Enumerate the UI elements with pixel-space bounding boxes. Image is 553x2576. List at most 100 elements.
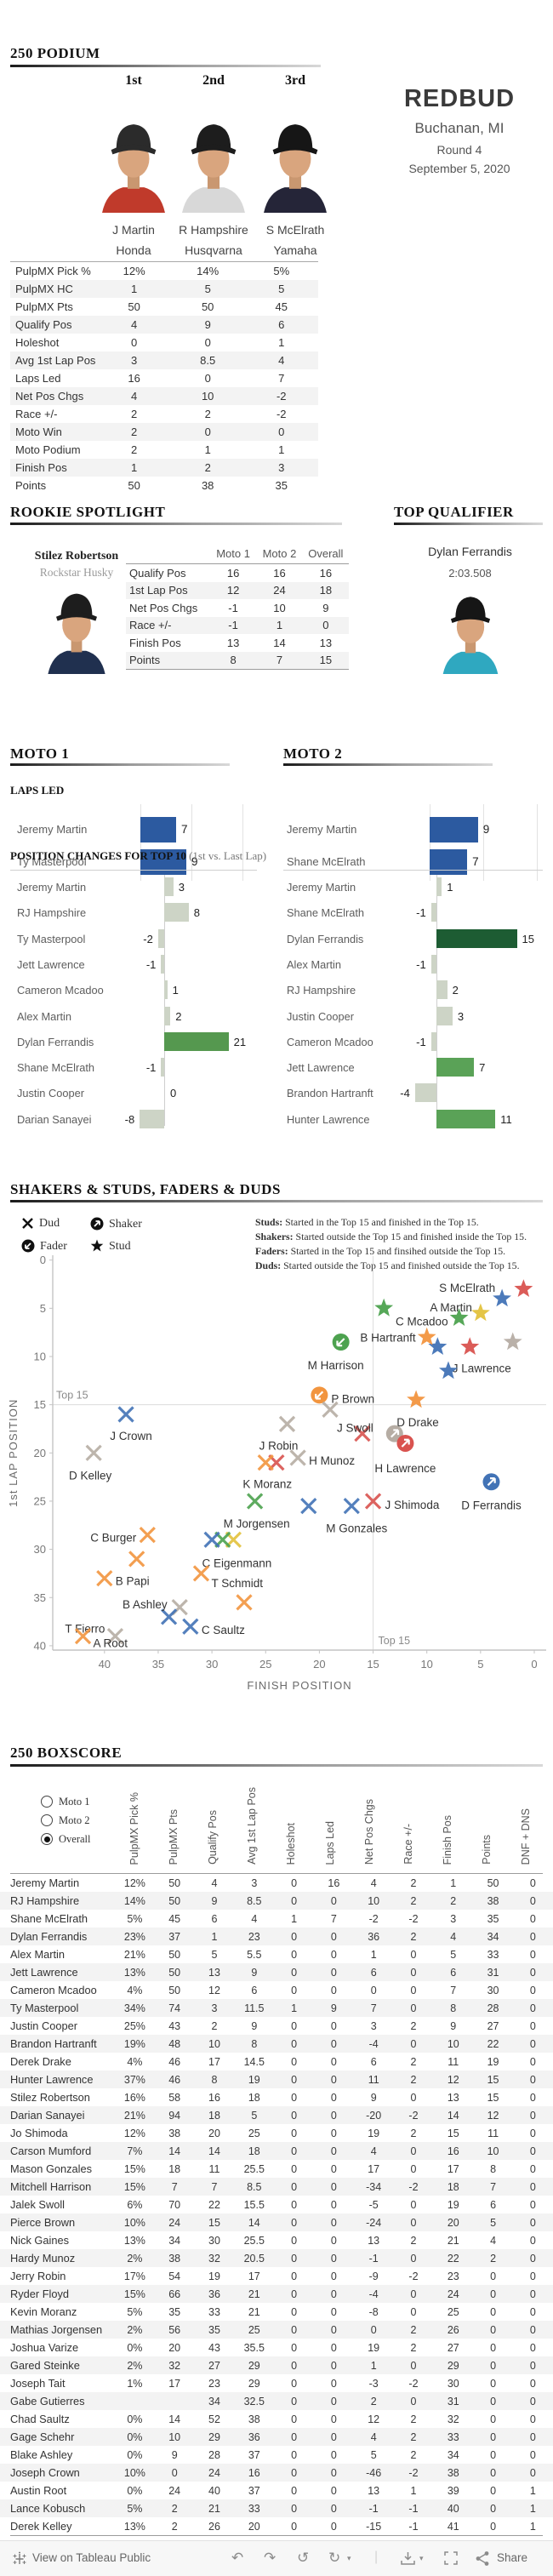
radio-overall[interactable]: Overall: [41, 1830, 90, 1848]
podium-table-row: Holeshot 0 0 1: [15, 336, 285, 349]
scatter-mark-fader[interactable]: [332, 1334, 350, 1351]
scatter-mark-dud[interactable]: [192, 1565, 210, 1582]
laps-led-chart-moto1: Jeremy Martin 7 Ty Masterpool 9: [10, 803, 265, 882]
laps-led-bar[interactable]: [430, 849, 468, 875]
dud-icon: [22, 1218, 33, 1229]
radio-moto1[interactable]: Moto 1: [41, 1792, 90, 1811]
pos-change-bar[interactable]: [164, 1031, 229, 1051]
scatter-mark-stud[interactable]: [417, 1327, 436, 1345]
scatter-mark-stud[interactable]: [460, 1337, 480, 1355]
redo-icon[interactable]: ↷: [264, 2550, 276, 2566]
pos-change-bar[interactable]: [430, 903, 436, 922]
scatter-mark-dud[interactable]: [139, 1526, 156, 1544]
top-qualifier-photo: [430, 589, 511, 674]
laps-led-bar[interactable]: [140, 817, 176, 842]
pos-change-bar[interactable]: [436, 928, 517, 948]
pos-change-bar[interactable]: [436, 1006, 453, 1025]
pos-change-bar[interactable]: [164, 980, 168, 1000]
scatter-mark-dud[interactable]: [128, 1551, 145, 1568]
scatter-mark-stud[interactable]: [470, 1303, 490, 1322]
pos-change-bar[interactable]: [157, 928, 164, 948]
share-icon[interactable]: [475, 2550, 491, 2567]
scatter-mark-dud[interactable]: [96, 1569, 113, 1587]
radio-circle-moto2[interactable]: [41, 1814, 53, 1826]
scatter-mark-dud[interactable]: [278, 1415, 296, 1432]
pos-change-bar[interactable]: [164, 877, 174, 896]
scatter-mark-dud[interactable]: [257, 1454, 274, 1471]
scatter-mark-stud[interactable]: [503, 1332, 522, 1351]
scatter-mark-dud[interactable]: [117, 1406, 134, 1423]
legend-fader: Fader: [21, 1239, 67, 1254]
y-tick-label: 10: [34, 1351, 46, 1363]
scatter-mark-dud[interactable]: [364, 1493, 382, 1510]
scatter-mark-shaker[interactable]: [396, 1434, 414, 1452]
pos-change-bar[interactable]: [161, 1058, 164, 1077]
radio-circle-moto1[interactable]: [41, 1796, 53, 1808]
scatter-mark-stud[interactable]: [407, 1390, 425, 1408]
rookie-table-header: Moto 1 Moto 2 Overall: [126, 545, 349, 564]
pos-change-bar[interactable]: [161, 954, 164, 974]
scatter-mark-dud[interactable]: [300, 1497, 317, 1515]
pos-change-rider: Alex Martin: [17, 1009, 72, 1023]
podium-table-row: Moto Podium 2 1 1: [15, 443, 285, 456]
fullscreen-icon[interactable]: [443, 2550, 459, 2566]
place-1st: 1st: [125, 73, 142, 88]
boxscore-row: Lance Kobusch 5% 2 21 33 0 0 -1 -1 40 0 1: [0, 2499, 553, 2517]
download-icon[interactable]: [400, 2550, 416, 2567]
boxscore-column-header: Net Pos Chgs: [363, 1798, 375, 1865]
pos-change-bar[interactable]: [436, 1109, 496, 1128]
undo-icon[interactable]: ↶: [231, 2550, 244, 2566]
scatter-mark-dud[interactable]: [289, 1449, 306, 1466]
pos-change-bar[interactable]: [436, 877, 442, 896]
boxscore-row: Justin Cooper 25% 43 2 9 0 0 3 2 9 27 0: [10, 2019, 536, 2032]
scatter-mark-stud[interactable]: [449, 1308, 469, 1326]
pos-change-bar[interactable]: [430, 954, 436, 974]
scatter-mark-dud[interactable]: [203, 1531, 220, 1548]
radio-circle-overall[interactable]: [41, 1833, 53, 1845]
scatter-mark-dud[interactable]: [236, 1594, 253, 1611]
download-caret-icon[interactable]: ▾: [419, 2554, 424, 2562]
refresh-caret-icon[interactable]: ▾: [347, 2554, 351, 2562]
pos-change-bar[interactable]: [414, 1083, 436, 1103]
laps-led-bar[interactable]: [430, 817, 478, 842]
scatter-mark-dud[interactable]: [85, 1444, 102, 1461]
scatter-mark-fader[interactable]: [311, 1386, 328, 1404]
pos-change-bar[interactable]: [430, 1031, 436, 1051]
refresh-icon[interactable]: ↻: [328, 2550, 341, 2566]
view-on-tableau-link[interactable]: View on Tableau Public: [32, 2551, 151, 2564]
scatter-mark-stud[interactable]: [428, 1337, 448, 1355]
event-date: September 5, 2020: [408, 162, 510, 175]
pos-change-bar[interactable]: [164, 1006, 171, 1025]
pos-change-value: -1: [416, 906, 426, 920]
boxscore-row: Gared Steinke 2% 32 27 29 0 0 1 0 29 0 0: [0, 2356, 553, 2374]
scatter-mark-stud[interactable]: [514, 1279, 533, 1297]
rookie-photo: [30, 585, 123, 674]
scatter-mark-shaker[interactable]: [482, 1473, 500, 1491]
scatter-mark-dud[interactable]: [160, 1608, 178, 1625]
pos-change-value: 3: [457, 1009, 465, 1023]
scatter-mark-dud[interactable]: [246, 1493, 264, 1510]
scatter-mark-dud[interactable]: [343, 1497, 360, 1515]
scatter-mark-dud[interactable]: [106, 1627, 124, 1645]
tableau-logo-icon[interactable]: [12, 2551, 27, 2567]
scatter-mark-dud[interactable]: [74, 1627, 92, 1645]
scatter-point-label: T Fierro: [65, 1623, 105, 1636]
boxscore-bottom-line: [10, 2535, 543, 2536]
scatter-mark-stud[interactable]: [439, 1361, 458, 1379]
scatter-mark-dud[interactable]: [322, 1401, 339, 1418]
radio-moto2[interactable]: Moto 2: [41, 1811, 90, 1830]
pos-change-bar[interactable]: [140, 1109, 164, 1128]
boxscore-row: Blake Ashley 0% 9 28 37 0 0 5 2 34 0 0: [10, 2448, 536, 2461]
pos-change-bar[interactable]: [436, 1058, 475, 1077]
scatter-mark-dud[interactable]: [354, 1425, 371, 1442]
scatter-mark-stud[interactable]: [493, 1288, 511, 1307]
boxscore-row: Mason Gonzales 15% 18 11 25.5 0 0 17 0 17 8 0: [10, 2162, 536, 2175]
laps-led-bar[interactable]: [140, 849, 186, 875]
scatter-mark-dud[interactable]: [182, 1618, 199, 1635]
pos-change-bar[interactable]: [436, 980, 448, 1000]
legend-dud: Dud: [21, 1217, 60, 1231]
pos-change-bar[interactable]: [164, 903, 189, 922]
share-button[interactable]: Share: [497, 2551, 528, 2564]
scatter-mark-stud[interactable]: [374, 1298, 394, 1317]
revert-icon[interactable]: ↺: [297, 2550, 310, 2566]
